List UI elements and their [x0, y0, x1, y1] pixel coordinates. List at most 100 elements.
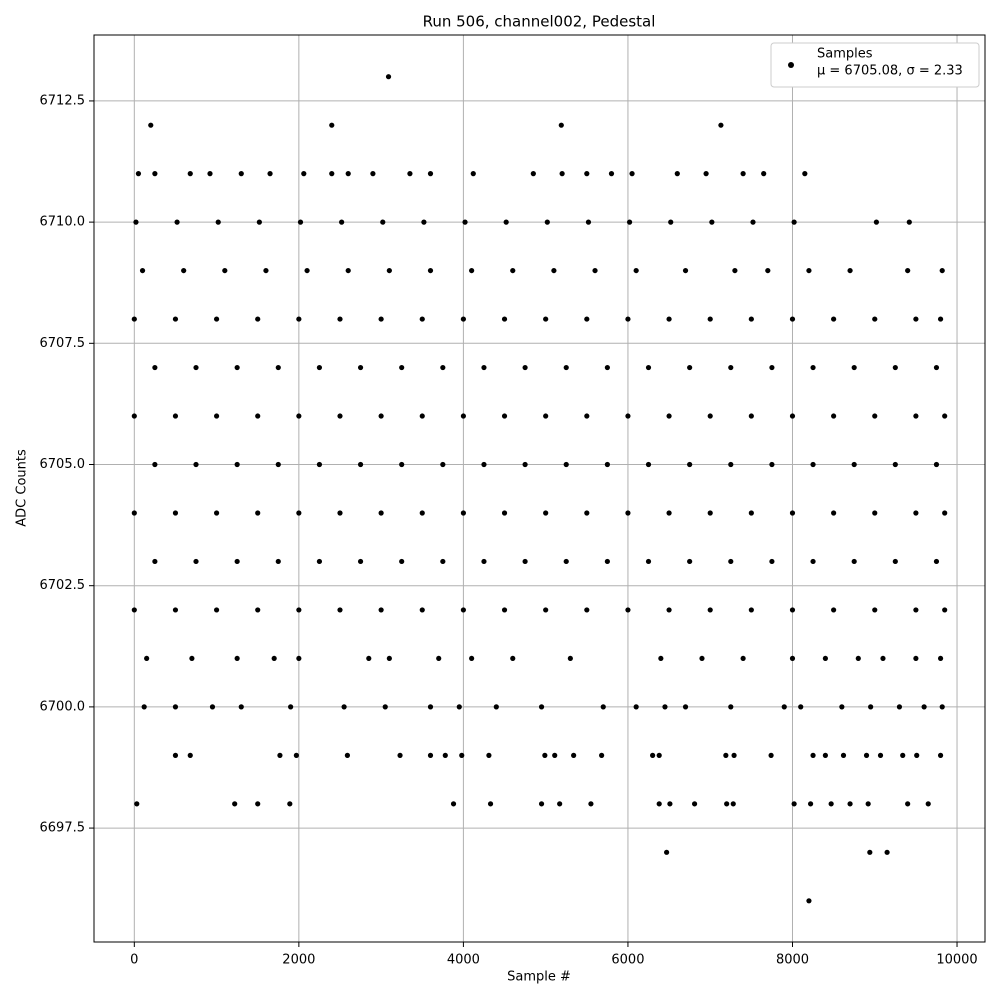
point — [872, 413, 878, 419]
point — [867, 849, 873, 855]
point — [255, 413, 261, 419]
point — [543, 413, 549, 419]
point — [255, 801, 261, 807]
point — [789, 316, 796, 322]
point — [296, 607, 302, 613]
point — [238, 171, 244, 177]
point — [810, 558, 816, 565]
x-tick-label: 6000 — [611, 953, 644, 968]
legend-note: μ = 6705.08, σ = 2.33 — [817, 64, 963, 79]
point — [604, 558, 610, 565]
point — [397, 752, 403, 758]
point — [213, 413, 220, 419]
point — [275, 558, 281, 565]
point — [440, 558, 446, 565]
point — [822, 655, 828, 662]
point — [172, 316, 179, 322]
point — [600, 704, 606, 710]
point — [296, 655, 302, 662]
point — [255, 510, 261, 516]
point — [552, 752, 558, 758]
point — [892, 364, 898, 371]
point — [563, 461, 569, 468]
point — [450, 801, 457, 807]
point — [847, 801, 853, 807]
point — [831, 316, 837, 322]
point — [873, 219, 880, 225]
point — [748, 510, 754, 516]
point — [769, 461, 775, 468]
point — [378, 510, 384, 516]
point — [238, 704, 244, 710]
point — [728, 558, 734, 565]
point — [728, 364, 734, 371]
point — [584, 316, 590, 322]
point — [662, 704, 668, 710]
point — [557, 801, 563, 807]
point — [584, 607, 590, 613]
point — [366, 655, 372, 662]
point — [768, 752, 774, 758]
point — [277, 752, 283, 758]
y-tick-label: 6700.0 — [40, 699, 86, 714]
point — [386, 655, 392, 662]
point — [296, 413, 302, 419]
point — [234, 461, 240, 468]
point — [152, 461, 158, 468]
point — [798, 704, 804, 710]
point — [789, 607, 796, 613]
point — [748, 316, 754, 322]
point — [645, 461, 652, 468]
point — [666, 607, 672, 613]
point — [481, 364, 487, 371]
x-tick-label: 10000 — [936, 953, 977, 968]
point — [345, 267, 351, 274]
point — [942, 607, 948, 613]
point — [172, 510, 179, 516]
point — [937, 752, 944, 758]
point — [806, 267, 812, 274]
point — [942, 510, 948, 516]
point — [172, 704, 179, 710]
point — [666, 413, 672, 419]
point — [851, 558, 857, 565]
point — [427, 704, 434, 710]
point — [399, 364, 405, 371]
point — [316, 461, 323, 468]
point — [380, 219, 386, 225]
point — [131, 316, 137, 322]
point — [543, 607, 549, 613]
point — [645, 364, 652, 371]
point — [687, 364, 693, 371]
point — [571, 752, 577, 758]
point — [740, 171, 746, 177]
point — [667, 801, 673, 807]
legend-marker — [788, 62, 794, 68]
point — [152, 558, 158, 565]
point — [933, 558, 940, 565]
points — [131, 74, 948, 904]
point — [207, 171, 213, 177]
point — [213, 510, 220, 516]
point — [703, 171, 709, 177]
point — [135, 171, 142, 177]
x-tick-label: 4000 — [447, 953, 480, 968]
point — [141, 704, 147, 710]
point — [896, 704, 903, 710]
point — [629, 171, 635, 177]
point — [510, 655, 516, 662]
point — [933, 461, 940, 468]
point — [687, 558, 693, 565]
point — [608, 171, 615, 177]
point — [427, 171, 434, 177]
point — [370, 171, 376, 177]
point — [892, 461, 898, 468]
point — [633, 704, 639, 710]
point — [668, 219, 674, 225]
point — [357, 558, 364, 565]
point — [501, 510, 508, 516]
point — [469, 655, 475, 662]
point — [604, 364, 610, 371]
point — [913, 316, 919, 322]
point — [847, 267, 853, 274]
